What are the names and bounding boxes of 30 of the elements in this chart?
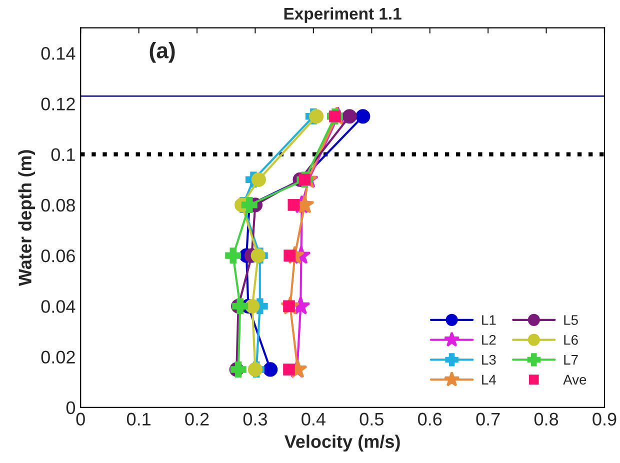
legend-label: L2 xyxy=(482,334,496,345)
y-tick-label: 0.08 xyxy=(41,198,75,212)
x-tick-label: 0.6 xyxy=(418,412,442,426)
y-axis-title: Water depth (m) xyxy=(18,150,36,286)
y-tick-label: 0.02 xyxy=(41,350,75,364)
y-tick-label: 0.06 xyxy=(41,250,75,262)
x-axis-title: Velocity (m/s) xyxy=(284,434,400,452)
legend-label: L4 xyxy=(482,374,496,384)
legend-label: L5 xyxy=(564,315,578,325)
y-tick-label: 0.04 xyxy=(41,300,76,313)
x-tick-label: 0.5 xyxy=(360,412,384,426)
y-tick-label: 0.12 xyxy=(41,98,75,110)
x-tick-label: 0.9 xyxy=(592,412,616,426)
x-tick-label: 0.4 xyxy=(302,412,326,426)
legend-label: L3 xyxy=(482,354,496,365)
y-tick-label: 0 xyxy=(66,401,76,414)
legend-label: Ave xyxy=(563,374,586,385)
x-tick-label: 0.7 xyxy=(476,412,500,426)
x-tick-label: 0.3 xyxy=(243,412,267,426)
y-tick-label: 0.1 xyxy=(51,148,75,162)
x-tick-label: 0 xyxy=(76,412,85,426)
x-tick-label: 0.8 xyxy=(534,412,558,426)
x-tick-label: 0.2 xyxy=(185,412,209,426)
legend-label: L7 xyxy=(564,355,578,365)
legend-label: L6 xyxy=(564,334,578,345)
chart-title: Experiment 1.1 xyxy=(284,7,402,23)
legend-label: L1 xyxy=(482,315,496,325)
x-tick-label: 0.1 xyxy=(126,412,150,426)
y-tick-label: 0.14 xyxy=(41,47,76,60)
annotation: (a) xyxy=(150,42,175,63)
